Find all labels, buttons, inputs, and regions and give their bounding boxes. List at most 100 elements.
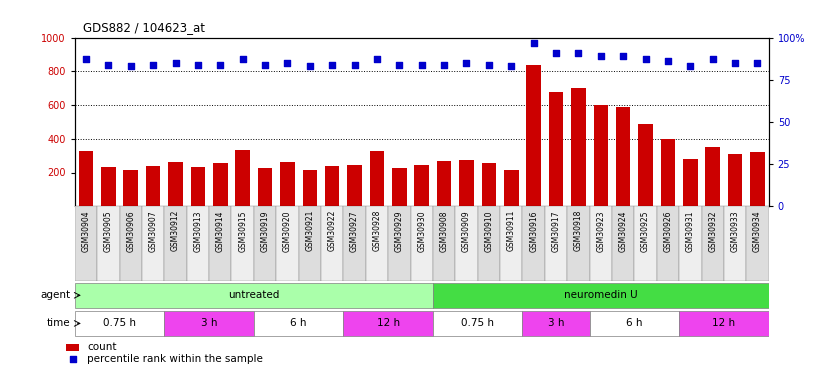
Bar <box>724 206 746 281</box>
Bar <box>460 160 474 206</box>
Bar <box>750 152 765 206</box>
Bar <box>523 311 590 336</box>
Bar <box>593 105 608 206</box>
Bar <box>433 206 455 281</box>
Bar <box>124 170 138 206</box>
Text: 12 h: 12 h <box>712 318 735 328</box>
Text: GSM30922: GSM30922 <box>327 210 337 251</box>
Point <box>191 62 204 68</box>
Point <box>684 63 697 69</box>
Text: GSM30906: GSM30906 <box>126 210 135 252</box>
Bar <box>187 206 209 281</box>
Point <box>146 62 160 68</box>
Text: 12 h: 12 h <box>376 318 400 328</box>
Bar <box>142 206 165 281</box>
Bar <box>706 147 720 206</box>
Bar <box>638 124 653 206</box>
Text: GSM30904: GSM30904 <box>81 210 91 252</box>
Point <box>504 63 518 69</box>
Bar <box>101 167 116 206</box>
Bar <box>366 206 388 281</box>
Text: GSM30918: GSM30918 <box>574 210 583 251</box>
Point <box>371 56 384 62</box>
Point <box>124 63 137 69</box>
Point <box>437 62 450 68</box>
Point <box>639 56 652 62</box>
Bar <box>347 165 361 206</box>
Bar <box>679 206 701 281</box>
Text: GSM30921: GSM30921 <box>305 210 314 251</box>
Bar <box>568 206 590 281</box>
Text: GSM30907: GSM30907 <box>149 210 158 252</box>
Text: GSM30934: GSM30934 <box>753 210 762 252</box>
Text: 0.75 h: 0.75 h <box>103 318 136 328</box>
Point <box>214 62 227 68</box>
Text: GSM30914: GSM30914 <box>216 210 224 252</box>
Bar <box>500 206 523 281</box>
Point <box>416 62 429 68</box>
Point <box>258 62 272 68</box>
Bar <box>548 92 563 206</box>
Bar <box>213 163 228 206</box>
Point <box>303 63 317 69</box>
Text: GSM30917: GSM30917 <box>552 210 561 252</box>
Text: untreated: untreated <box>229 290 279 300</box>
Bar <box>433 311 523 336</box>
Point <box>101 62 115 68</box>
Text: GSM30930: GSM30930 <box>417 210 426 252</box>
Bar <box>209 206 232 281</box>
Bar <box>590 206 612 281</box>
Bar <box>504 170 519 206</box>
Bar <box>728 154 742 206</box>
Point <box>617 53 630 59</box>
Text: GSM30927: GSM30927 <box>350 210 359 252</box>
Bar <box>97 206 120 281</box>
Bar <box>146 166 160 206</box>
Bar <box>437 160 451 206</box>
Point <box>549 50 563 56</box>
Bar <box>482 163 496 206</box>
Text: GSM30923: GSM30923 <box>597 210 605 252</box>
Text: 6 h: 6 h <box>290 318 307 328</box>
Bar <box>325 166 340 206</box>
Point <box>706 56 720 62</box>
Bar <box>321 206 343 281</box>
Text: agent: agent <box>41 290 71 300</box>
Point <box>281 60 294 66</box>
Text: time: time <box>47 318 71 328</box>
Point <box>66 356 80 362</box>
Text: GSM30909: GSM30909 <box>462 210 471 252</box>
Bar <box>120 206 142 281</box>
Bar <box>235 150 250 206</box>
Point <box>751 60 765 66</box>
Point <box>594 53 607 59</box>
Bar <box>616 106 631 206</box>
Point <box>169 60 182 66</box>
Text: GSM30913: GSM30913 <box>194 210 203 252</box>
Text: GSM30905: GSM30905 <box>104 210 113 252</box>
Point <box>527 40 540 46</box>
Bar <box>343 206 366 281</box>
Bar <box>433 283 769 308</box>
Bar <box>455 206 478 281</box>
Text: GSM30908: GSM30908 <box>440 210 449 252</box>
Bar <box>634 206 656 281</box>
Point <box>661 58 675 64</box>
Text: GSM30919: GSM30919 <box>261 210 269 252</box>
Bar <box>343 311 433 336</box>
Text: GSM30915: GSM30915 <box>238 210 247 252</box>
Bar <box>545 206 568 281</box>
Bar <box>411 206 433 281</box>
Bar <box>232 206 253 281</box>
Text: 3 h: 3 h <box>548 318 564 328</box>
Bar <box>276 206 298 281</box>
Point <box>348 62 361 68</box>
Bar <box>612 206 634 281</box>
Point <box>236 56 249 62</box>
Bar <box>79 150 93 206</box>
Bar <box>165 311 253 336</box>
Text: GSM30929: GSM30929 <box>395 210 404 252</box>
Point <box>572 50 585 56</box>
Bar <box>190 166 205 206</box>
Text: GDS882 / 104623_at: GDS882 / 104623_at <box>83 21 205 34</box>
